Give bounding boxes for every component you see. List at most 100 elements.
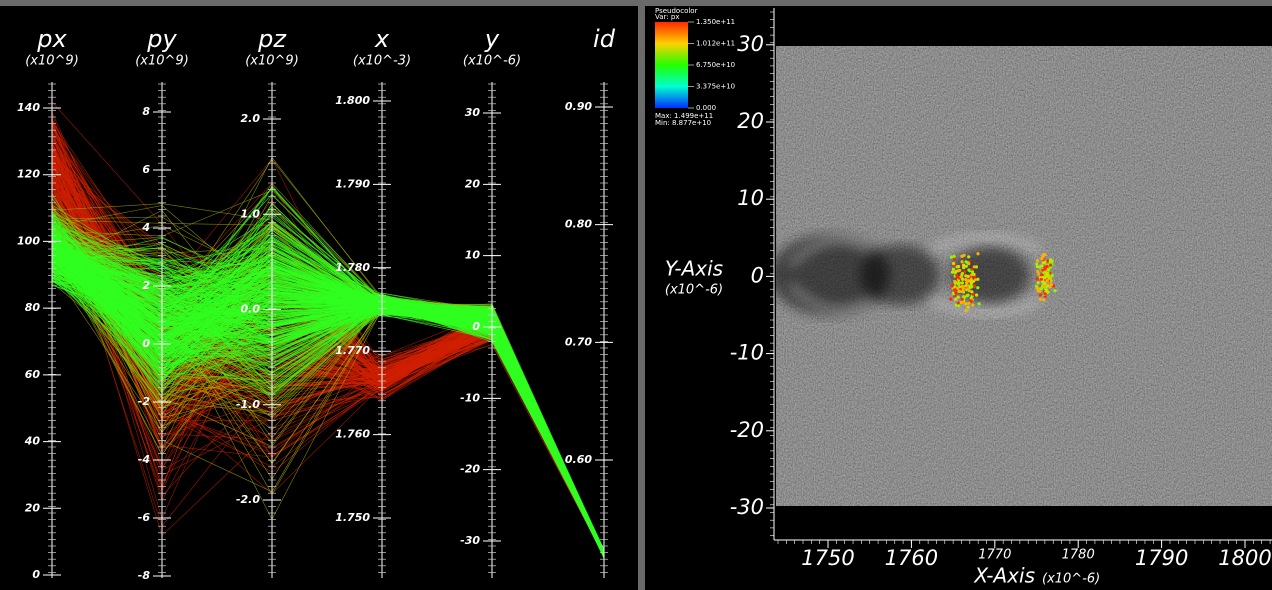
particle [960, 301, 963, 304]
particle [957, 296, 960, 299]
tick-label: 10 [465, 249, 481, 262]
tick-label: 100 [17, 234, 40, 247]
particle [1036, 270, 1039, 273]
tick-label: -2.0 [236, 493, 260, 506]
particle [970, 285, 973, 288]
particle [965, 284, 968, 287]
particle [1038, 290, 1041, 293]
particle [973, 284, 976, 287]
particle [974, 278, 977, 281]
x-tick-label: 1780 [1062, 548, 1095, 563]
particle [954, 298, 957, 301]
tick-label: 140 [17, 101, 40, 114]
particle [961, 281, 964, 284]
particle [1039, 293, 1042, 296]
tick-label: 0 [32, 568, 40, 581]
mask [776, 8, 1272, 46]
tick-label: 8 [142, 105, 150, 118]
particle [1053, 289, 1056, 292]
particle [962, 289, 965, 292]
particle [1036, 259, 1039, 262]
particle [960, 255, 963, 258]
particle [976, 286, 979, 289]
tick-label: 1.800 [335, 94, 370, 107]
x-tick-label: 1790 [1135, 546, 1188, 570]
tick-label: 1.780 [335, 261, 370, 274]
y-tick-label: -20 [730, 418, 764, 442]
legend-level: 0.000 [696, 104, 716, 112]
particle [967, 262, 970, 265]
particle [967, 287, 970, 290]
tick-label: -2 [138, 395, 151, 408]
tick-label: -8 [138, 569, 151, 582]
particle [965, 281, 968, 284]
particle [1046, 279, 1049, 282]
axis-scale: (x10^9) [245, 54, 299, 69]
tick-label: 60 [25, 368, 41, 381]
tick-label: 30 [465, 106, 481, 119]
particle [961, 298, 964, 301]
tick-label: -1.0 [236, 398, 260, 411]
color-bar [655, 22, 688, 108]
axis-title: px [36, 25, 67, 53]
particle [956, 287, 959, 290]
axis-title: id [593, 25, 616, 53]
tick-label: 1.750 [335, 511, 370, 524]
axis-scale: (x10^9) [135, 54, 189, 69]
tick-label: 20 [465, 177, 481, 190]
legend-level: 1.350e+11 [696, 18, 735, 26]
tick-label: 40 [24, 435, 41, 448]
tick-label: 80 [25, 301, 41, 314]
particle [955, 270, 958, 273]
legend-variable: Var: px [655, 13, 679, 21]
particle [1036, 265, 1039, 268]
particle [976, 252, 979, 255]
particle [967, 255, 970, 258]
particle [951, 284, 954, 287]
tick-label: -4 [138, 453, 150, 466]
panel-divider [638, 0, 645, 590]
particle [967, 306, 970, 309]
tick-label: 2.0 [241, 112, 261, 125]
particle [955, 274, 958, 277]
tick-label: 0.70 [565, 335, 592, 348]
particle [962, 266, 965, 269]
particle [961, 260, 964, 263]
tick-label: 6 [142, 163, 150, 176]
particle [950, 256, 953, 259]
particle [1036, 277, 1039, 280]
particle [973, 265, 976, 268]
tick-label: -10 [460, 391, 480, 404]
tick-label: -6 [138, 511, 151, 524]
legend-level: 3.375e+10 [696, 83, 735, 91]
y-tick-label: 10 [737, 186, 764, 210]
y-tick-label: 20 [737, 109, 764, 133]
tick-label: -20 [460, 463, 480, 476]
tick-label: 1.770 [335, 344, 370, 357]
particle [958, 290, 961, 293]
particle [1042, 261, 1045, 264]
particle [1045, 272, 1048, 275]
particle [1040, 273, 1043, 276]
tick-label: 1.0 [241, 207, 261, 220]
x-tick-label: 1800 [1218, 546, 1271, 570]
particle [954, 291, 957, 294]
particle [1049, 264, 1052, 267]
tick-label: 20 [25, 501, 41, 514]
particle [1042, 255, 1045, 258]
y-tick-label: -10 [730, 341, 764, 365]
particle [967, 268, 970, 271]
particle [971, 303, 974, 306]
particle [963, 295, 966, 298]
cavity [860, 245, 940, 305]
particle [957, 283, 960, 286]
particle [970, 290, 973, 293]
particle [1044, 292, 1047, 295]
particle [1045, 289, 1048, 292]
legend-level: 1.012e+11 [696, 40, 735, 48]
screenshot: px(x10^9)020406080100120140py(x10^9)-8-6… [0, 0, 1272, 590]
axis-scale: (x10^9) [25, 54, 79, 69]
particle [978, 302, 981, 305]
particle [975, 293, 978, 296]
tick-label: 1.790 [335, 177, 370, 190]
